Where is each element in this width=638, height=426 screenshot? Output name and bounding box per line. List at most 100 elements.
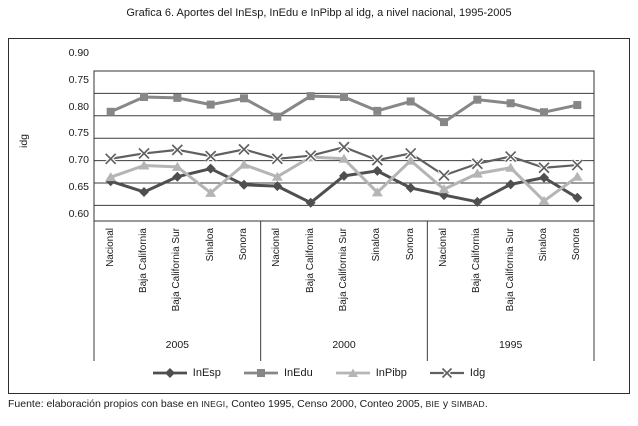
x-marker-icon [105, 153, 117, 165]
footer-acronym: INEGI [201, 399, 226, 409]
x-category-label: Baja California [304, 228, 316, 294]
x-marker-icon [371, 154, 383, 166]
triangle-marker-icon [171, 161, 183, 171]
x-marker-icon [438, 169, 450, 181]
x-marker-icon [405, 147, 417, 160]
x-category-label: Sonora [238, 228, 249, 261]
square-marker-icon [573, 101, 582, 110]
square-marker-icon [106, 107, 115, 116]
square-marker-icon [506, 99, 515, 108]
diamond-marker-icon [305, 197, 316, 208]
group-label-2000: 2000 [332, 339, 356, 351]
x-category-label: Baja California [138, 228, 149, 294]
x-marker-icon [338, 141, 350, 153]
triangle-marker-icon [338, 153, 350, 163]
triangle-marker-icon [571, 171, 583, 181]
triangle-marker-icon [105, 172, 117, 182]
triangle-marker-icon [505, 162, 517, 172]
footer-text: Fuente: elaboración propios con base en [8, 398, 202, 410]
legend-item-inpibp: InPibp [335, 367, 407, 379]
square-marker-icon [206, 100, 215, 109]
legend-item-inedu: InEdu [243, 367, 313, 379]
x-category-label: Sonora [404, 228, 416, 261]
legend-item-idg: Idg [429, 367, 486, 379]
square-marker-icon [273, 112, 282, 121]
legend-label-inpibp: InPibp [375, 367, 407, 379]
y-tick-label: 0.70 [68, 154, 89, 167]
triangle-marker-icon [138, 160, 150, 170]
legend-label-inesp: InEsp [192, 367, 221, 379]
triangle-marker-icon [438, 184, 450, 194]
x-category-label: Sinaloa [204, 228, 216, 262]
square-marker-icon [306, 92, 315, 101]
x-marker-icon [138, 147, 150, 160]
footer-source-text: Fuente: elaboración propios con base en … [8, 398, 632, 410]
triangle-marker-icon [238, 159, 250, 169]
legend: InEsp InEdu InPibp Idg [9, 367, 629, 379]
square-marker-icon [406, 97, 415, 106]
legend-item-inesp: InEsp [152, 367, 221, 379]
x-marker-icon [505, 150, 517, 163]
y-tick-label: 0.80 [68, 100, 89, 113]
x-category-label: Baja California Sur [338, 228, 349, 312]
x-category-label: Nacional [104, 228, 116, 267]
group-label-2005: 2005 [165, 339, 189, 351]
legend-label-idg: Idg [469, 367, 486, 379]
x-marker-icon [205, 150, 217, 162]
x-marker-icon [471, 158, 483, 170]
x-marker-icon [571, 159, 583, 171]
triangle-marker-icon [205, 187, 217, 197]
square-marker-icon [140, 92, 148, 101]
legend-label-inedu: InEdu [283, 367, 313, 379]
square-marker-icon [440, 118, 448, 127]
y-axis-title: idg [18, 133, 31, 149]
diamond-marker-icon [139, 186, 149, 197]
triangle-marker-icon [271, 171, 283, 181]
diamond-marker-icon [272, 181, 283, 192]
diamond-marker-icon [572, 192, 583, 203]
group-label-1995: 1995 [498, 339, 523, 351]
x-marker-icon [429, 367, 464, 379]
triangle-marker-icon [471, 168, 483, 178]
diamond-marker-icon [372, 165, 383, 176]
footer-acronym: SIMBAD [451, 399, 485, 409]
square-marker-icon [540, 108, 548, 117]
x-marker-icon [171, 144, 183, 156]
diamond-marker-icon [539, 172, 549, 183]
triangle-marker-icon [405, 155, 417, 165]
x-marker-icon [271, 153, 283, 165]
triangle-marker-icon [538, 195, 550, 205]
square-marker-icon [340, 92, 348, 101]
x-category-label: Sinaloa [371, 228, 383, 262]
plot-border [93, 70, 595, 222]
square-marker-icon [240, 94, 248, 103]
plot-area [93, 70, 595, 361]
diamond-marker-icon [505, 179, 516, 190]
diamond-marker-icon [152, 368, 187, 378]
y-tick-label: 0.90 [68, 47, 89, 59]
square-marker-icon [473, 95, 482, 104]
x-marker-icon [238, 143, 250, 156]
chart-title: Grafica 6. Aportes del InEsp, InEdu e In… [126, 7, 512, 19]
y-tick-label: 0.75 [68, 127, 89, 140]
y-tick-label: 0.65 [68, 181, 89, 194]
y-tick-label: 0.75 [68, 73, 89, 86]
diamond-marker-icon [239, 179, 249, 190]
x-marker-icon [305, 150, 317, 162]
triangle-marker-icon [371, 187, 383, 197]
square-marker-icon [373, 106, 382, 115]
square-marker-icon [243, 369, 278, 377]
x-category-label: Baja California Sur [504, 228, 516, 312]
x-marker-icon [538, 162, 550, 174]
diamond-marker-icon [172, 171, 183, 182]
y-tick-label: 0.60 [68, 207, 89, 220]
diamond-marker-icon [405, 182, 416, 193]
diamond-marker-icon [472, 196, 483, 207]
x-category-label: Sinaloa [538, 228, 549, 262]
footer-text: , Conteo 1995, Censo 2000, Conteo 2005, [225, 398, 426, 410]
x-category-label: Nacional [271, 228, 283, 267]
x-category-label: Baja California Sur [171, 228, 183, 312]
x-category-label: Sonora [571, 228, 583, 261]
diamond-marker-icon [205, 163, 216, 174]
